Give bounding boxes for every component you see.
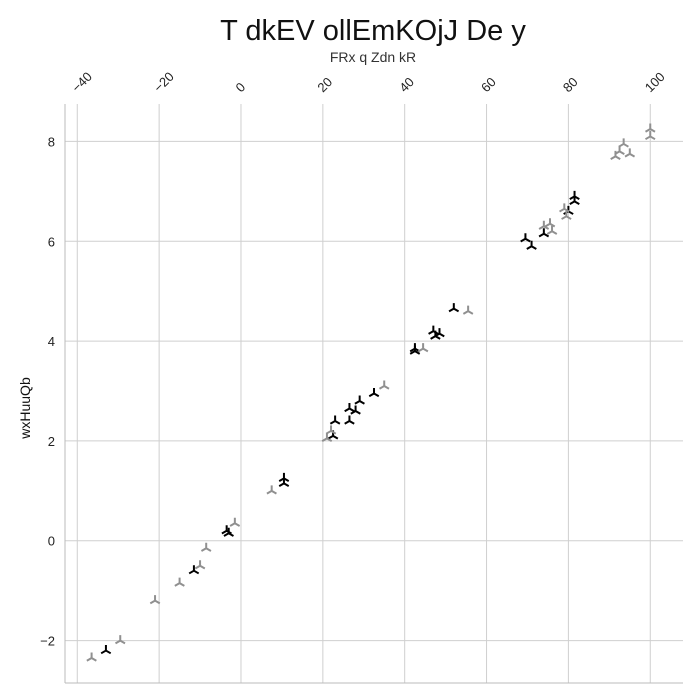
data-point — [194, 560, 206, 570]
data-point — [329, 415, 341, 425]
data-point — [546, 225, 558, 235]
data-point — [149, 595, 161, 605]
data-point — [350, 405, 361, 415]
data-point — [344, 415, 355, 425]
x-tick-label: −40 — [69, 69, 95, 95]
data-point — [624, 148, 636, 158]
y-tick-label: 6 — [48, 234, 55, 249]
data-point — [538, 228, 550, 238]
x-tick-label: 20 — [314, 74, 335, 95]
y-tick-label: 4 — [48, 334, 55, 349]
data-point — [417, 343, 429, 353]
data-point — [618, 138, 629, 148]
data-point — [200, 542, 212, 552]
y-tick-label: 0 — [48, 534, 55, 549]
data-point — [325, 425, 337, 435]
data-point — [174, 577, 185, 587]
data-point — [434, 328, 445, 338]
data-point — [409, 345, 421, 355]
data-point — [354, 395, 365, 405]
data-point — [378, 380, 390, 390]
y-tick-label: 2 — [48, 434, 55, 449]
y-axis-label: wxHuuQb — [17, 377, 33, 440]
x-tick-label: 100 — [642, 69, 668, 95]
data-point — [644, 130, 656, 141]
data-point — [538, 220, 550, 230]
data-point — [569, 195, 580, 205]
data-point — [100, 645, 112, 655]
data-points — [86, 123, 656, 662]
data-point — [188, 565, 200, 575]
data-point — [229, 517, 241, 527]
data-point — [221, 525, 232, 535]
y-axis-ticks: −2 0 2 4 6 8 — [40, 134, 55, 648]
chart-subtitle: FRx q Zdn kR — [330, 49, 416, 65]
data-point — [266, 485, 277, 495]
data-point — [526, 240, 537, 250]
data-point — [544, 218, 556, 228]
x-tick-label: 60 — [478, 74, 499, 95]
x-tick-label: −20 — [151, 69, 177, 95]
data-point — [223, 527, 234, 537]
data-point — [520, 233, 531, 243]
x-tick-label: 0 — [233, 79, 249, 95]
grid-lines — [65, 104, 683, 683]
x-tick-label: 80 — [560, 74, 581, 95]
data-point — [462, 305, 474, 315]
data-point — [368, 388, 380, 398]
data-point — [114, 635, 126, 645]
plot-frame — [64, 104, 683, 684]
data-point — [561, 210, 572, 220]
data-point — [448, 303, 460, 313]
data-point — [278, 472, 290, 482]
x-tick-label: 40 — [396, 74, 417, 95]
data-point — [428, 325, 439, 335]
x-axis-ticks: −40 −20 0 20 40 60 80 100 — [69, 69, 668, 95]
data-point — [86, 652, 97, 662]
chart-title: T dkEV ollEmKOjJ De y — [220, 15, 526, 47]
data-point — [344, 402, 355, 413]
data-point — [559, 203, 570, 213]
data-point — [644, 123, 656, 133]
y-tick-label: −2 — [40, 634, 55, 649]
y-tick-label: 8 — [48, 134, 55, 149]
